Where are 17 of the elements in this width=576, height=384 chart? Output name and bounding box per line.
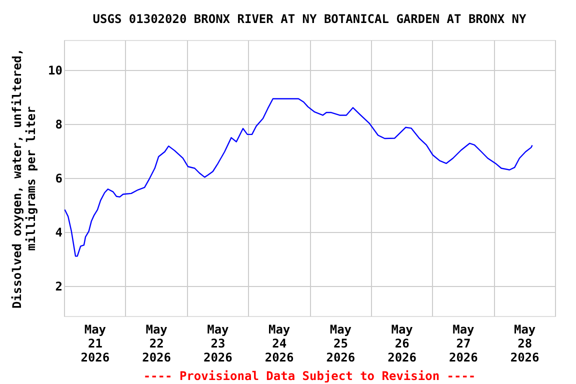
x-tick-label: May 22 2026 [142, 322, 172, 364]
chart-title: USGS 01302020 BRONX RIVER AT NY BOTANICAL GARDEN AT BRONX NY [92, 12, 528, 26]
y-tick-label: 2 [55, 280, 62, 294]
y-axis-title: Dissolved oxygen, water, unfiltered, milligrams per liter [10, 48, 38, 309]
x-tick-label: May 26 2026 [388, 322, 417, 364]
x-tick-label: May 24 2026 [264, 322, 294, 364]
line-series [64, 98, 533, 257]
x-tick-label: May 23 2026 [203, 322, 232, 364]
y-tick-label: 8 [55, 117, 62, 132]
y-tick-label: 4 [55, 226, 62, 240]
y-tick-label: 6 [55, 172, 62, 186]
y-tick-label: 10 [48, 63, 62, 78]
x-tick-label: May 25 2026 [326, 322, 356, 364]
x-tick-label: May 28 2026 [510, 322, 540, 364]
text: ---- Provisional Data Subject to Revision ---- [143, 369, 476, 383]
x-tick-label: May 27 2026 [448, 322, 478, 364]
x-tick-label: May 21 2026 [80, 322, 110, 364]
